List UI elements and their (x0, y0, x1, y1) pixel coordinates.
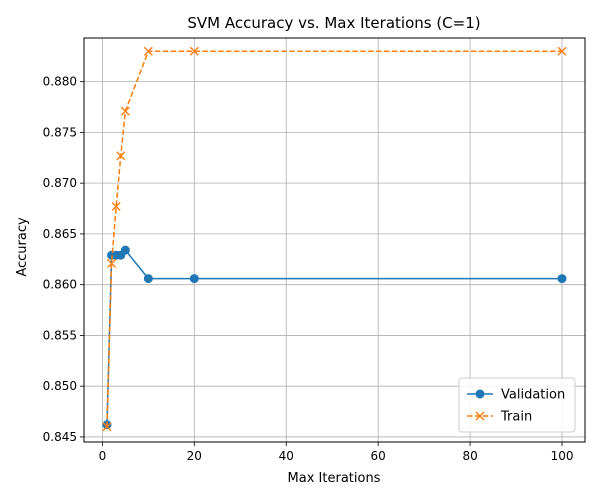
plot-frame (83, 37, 586, 443)
y-tick-label: 0.850 (43, 379, 77, 393)
series-train (102, 46, 567, 432)
point (475, 411, 485, 421)
point (557, 46, 567, 56)
point (189, 274, 199, 284)
legend-label: Validation (501, 388, 565, 403)
point (102, 422, 112, 432)
y-tick-label: 0.865 (43, 227, 77, 241)
legend-box (458, 377, 576, 433)
chart-title: SVM Accuracy vs. Max Iterations (C=1) (187, 14, 480, 32)
y-tick-label: 0.880 (43, 75, 77, 89)
legend-entry-train: Train (467, 410, 532, 425)
point (120, 245, 130, 255)
x-axis-label: Max Iterations (288, 471, 381, 486)
x-axis-ticks: 0 20 40 60 80 100 (99, 442, 574, 463)
legend-label: Train (500, 410, 532, 425)
point (120, 106, 130, 116)
legend-entry-validation: Validation (467, 388, 565, 403)
point (111, 202, 121, 211)
x-tick-label: 100 (551, 449, 574, 463)
point (143, 46, 153, 56)
point (189, 46, 199, 56)
series-layer (102, 46, 567, 432)
point (557, 274, 567, 284)
x-tick-label: 80 (462, 449, 477, 463)
y-tick-label: 0.870 (43, 176, 77, 190)
point (143, 274, 153, 284)
point (116, 151, 126, 161)
x-tick-label: 60 (371, 449, 386, 463)
y-axis-label: Accuracy (15, 217, 30, 277)
series-line (106, 50, 563, 427)
point (475, 389, 485, 399)
point (107, 258, 117, 268)
y-tick-label: 0.875 (43, 125, 77, 139)
grid-lines (84, 38, 585, 442)
y-tick-label: 0.860 (43, 278, 77, 292)
y-tick-label: 0.845 (43, 430, 77, 444)
y-tick-label: 0.855 (43, 328, 77, 342)
x-tick-label: 40 (279, 449, 294, 463)
series-validation (102, 245, 567, 430)
x-tick-label: 0 (99, 449, 107, 463)
legend: Validation Train (458, 377, 576, 433)
x-tick-label: 20 (187, 449, 202, 463)
y-axis-ticks: 0.845 0.850 0.855 0.860 0.865 0.870 0.875 0.880 (43, 75, 84, 444)
